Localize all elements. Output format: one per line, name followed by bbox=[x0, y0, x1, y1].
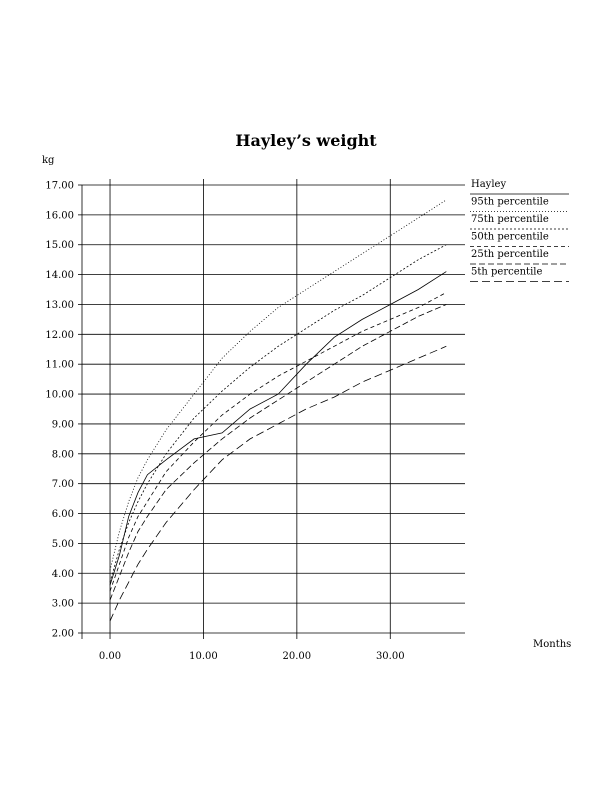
chart-title: Hayley’s weight bbox=[235, 131, 377, 150]
y-tick-labels: 2.00 3.00 4.00 5.00 6.00 7.00 8.00 9.00 10.00 11.… bbox=[45, 181, 74, 640]
series-line bbox=[109, 304, 447, 601]
series-line bbox=[109, 199, 447, 571]
y-tick-label: 3.00 bbox=[52, 599, 74, 610]
legend-label: 5th percentile bbox=[471, 267, 542, 278]
y-tick-label: 11.00 bbox=[45, 360, 74, 371]
y-tick-label: 10.00 bbox=[45, 390, 74, 401]
legend-label: 25th percentile bbox=[471, 249, 549, 260]
x-tick-label: 10.00 bbox=[189, 651, 218, 662]
legend-label: 50th percentile bbox=[471, 232, 549, 243]
y-tick-label: 7.00 bbox=[52, 479, 74, 490]
legend-label: Hayley bbox=[471, 179, 506, 190]
x-tick-labels: 0.00 10.00 20.00 30.00 bbox=[99, 651, 405, 662]
series-line bbox=[109, 292, 447, 592]
y-tick-label: 8.00 bbox=[52, 449, 74, 460]
y-tick-label: 14.00 bbox=[45, 270, 74, 281]
y-tick-label: 17.00 bbox=[45, 181, 74, 192]
series-line bbox=[109, 271, 447, 586]
series-line bbox=[109, 345, 447, 622]
series-line bbox=[109, 244, 447, 583]
legend-label: 75th percentile bbox=[471, 214, 549, 225]
series-lines bbox=[109, 199, 447, 622]
grid-lines bbox=[78, 179, 465, 639]
y-tick-label: 9.00 bbox=[52, 419, 74, 430]
legend: Hayley 95th percentile 75th percentile 50th… bbox=[470, 179, 569, 282]
x-tick-label: 30.00 bbox=[376, 651, 405, 662]
y-tick-label: 12.00 bbox=[45, 330, 74, 341]
y-tick-label: 16.00 bbox=[45, 210, 74, 221]
y-axis-label: kg bbox=[42, 155, 55, 166]
y-tick-label: 13.00 bbox=[45, 300, 74, 311]
y-tick-label: 5.00 bbox=[52, 539, 74, 550]
y-tick-label: 15.00 bbox=[45, 240, 74, 251]
x-axis-label: Months bbox=[533, 639, 571, 650]
legend-label: 95th percentile bbox=[471, 197, 549, 208]
x-tick-label: 0.00 bbox=[99, 651, 121, 662]
y-tick-label: 6.00 bbox=[52, 509, 74, 520]
y-tick-label: 2.00 bbox=[52, 629, 74, 640]
y-tick-label: 4.00 bbox=[52, 569, 74, 580]
x-tick-label: 20.00 bbox=[283, 651, 312, 662]
